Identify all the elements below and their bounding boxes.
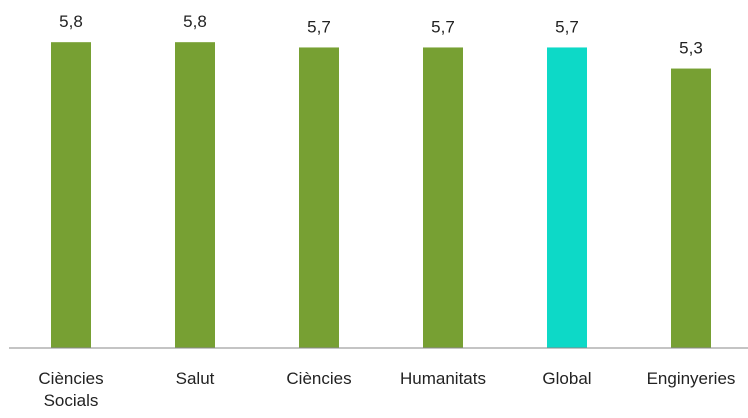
bar	[175, 42, 215, 348]
value-label: 5,3	[679, 39, 703, 58]
bar	[299, 47, 339, 349]
value-label: 5,7	[307, 17, 331, 36]
value-label: 5,7	[555, 17, 579, 36]
x-tick-label: Ciències Socials	[38, 369, 104, 410]
x-tick-label: Salut	[175, 369, 215, 388]
bar	[51, 42, 91, 348]
value-label: 5,7	[431, 17, 455, 36]
x-tick-label: Humanitats	[400, 369, 486, 388]
x-tick-label: Global	[542, 369, 592, 388]
bar	[547, 47, 587, 349]
value-label: 5,8	[59, 12, 83, 31]
bar	[671, 68, 711, 348]
x-tick-label: Ciències	[286, 369, 352, 388]
bar	[423, 47, 463, 349]
value-label: 5,8	[183, 12, 207, 31]
x-tick-label: Enginyeries	[646, 369, 736, 388]
